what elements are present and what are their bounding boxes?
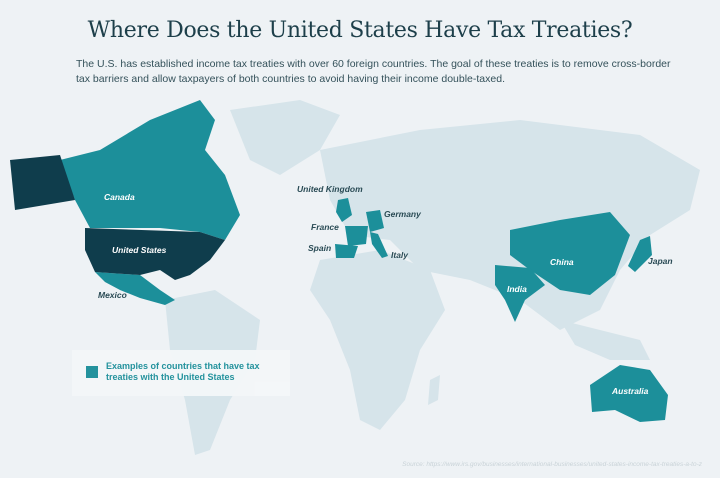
legend-swatch — [86, 366, 98, 378]
land-africa — [310, 250, 445, 430]
map-legend: Examples of countries that have tax trea… — [72, 350, 290, 396]
label-japan: Japan — [648, 256, 673, 266]
land-se-asia — [560, 320, 650, 360]
label-mexico: Mexico — [98, 290, 127, 300]
map-uk — [336, 198, 352, 222]
map-germany — [366, 210, 384, 232]
map-alaska — [10, 155, 75, 210]
legend-label: Examples of countries that have tax trea… — [106, 361, 260, 382]
label-germany: Germany — [384, 209, 421, 219]
label-spain: Spain — [308, 243, 332, 253]
map-canada — [60, 100, 240, 240]
label-united-kingdom: United Kingdom — [297, 184, 363, 194]
label-india: India — [507, 284, 527, 294]
map-australia — [590, 365, 668, 422]
map-spain — [335, 244, 358, 258]
label-italy: Italy — [391, 250, 409, 260]
page-subtitle: The U.S. has established income tax trea… — [76, 58, 671, 85]
map-china — [510, 212, 630, 295]
map-united-states — [85, 228, 225, 280]
label-france: France — [311, 222, 339, 232]
map-france — [345, 226, 368, 246]
land-greenland — [230, 100, 340, 175]
map-japan — [628, 236, 652, 272]
label-australia: Australia — [612, 386, 649, 396]
map-mexico — [95, 272, 175, 305]
label-china: China — [550, 257, 574, 267]
map-italy — [370, 232, 388, 258]
label-united-states: United States — [112, 245, 167, 255]
source-note: Source: https://www.irs.gov/businesses/i… — [402, 461, 702, 468]
land-madagascar — [428, 375, 440, 405]
map-india — [495, 265, 545, 322]
page-title: Where Does the United States Have Tax Tr… — [87, 18, 633, 43]
label-canada: Canada — [104, 192, 135, 202]
